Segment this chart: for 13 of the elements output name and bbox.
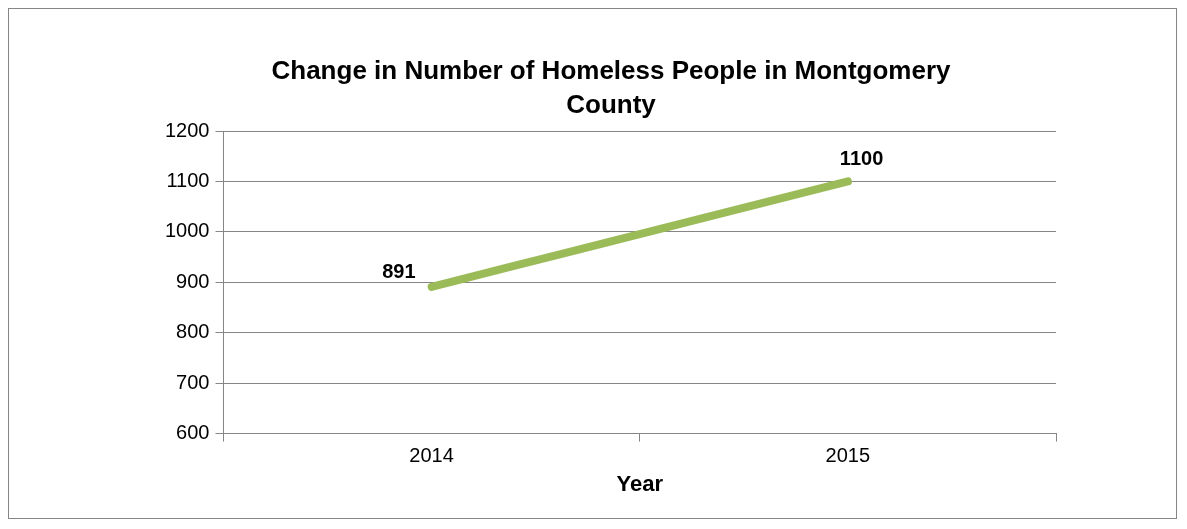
data-label: 891: [382, 260, 416, 283]
chart-title: Change in Number of Homeless People in Montgomery County: [270, 54, 952, 121]
y-tick-label: 700: [176, 370, 210, 393]
y-tick-label: 900: [176, 269, 210, 292]
y-tick-label: 1000: [164, 219, 210, 242]
x-tick-label: 2014: [409, 444, 454, 467]
x-axis-title: Year: [616, 470, 664, 496]
y-tick-label: 1100: [166, 168, 210, 191]
y-tick-label: 1200: [164, 118, 210, 141]
y-tick-label: 800: [176, 320, 210, 343]
x-tick-label: 2015: [825, 444, 871, 467]
y-tick-label: 600: [176, 421, 210, 444]
data-label: 1100: [839, 146, 884, 169]
